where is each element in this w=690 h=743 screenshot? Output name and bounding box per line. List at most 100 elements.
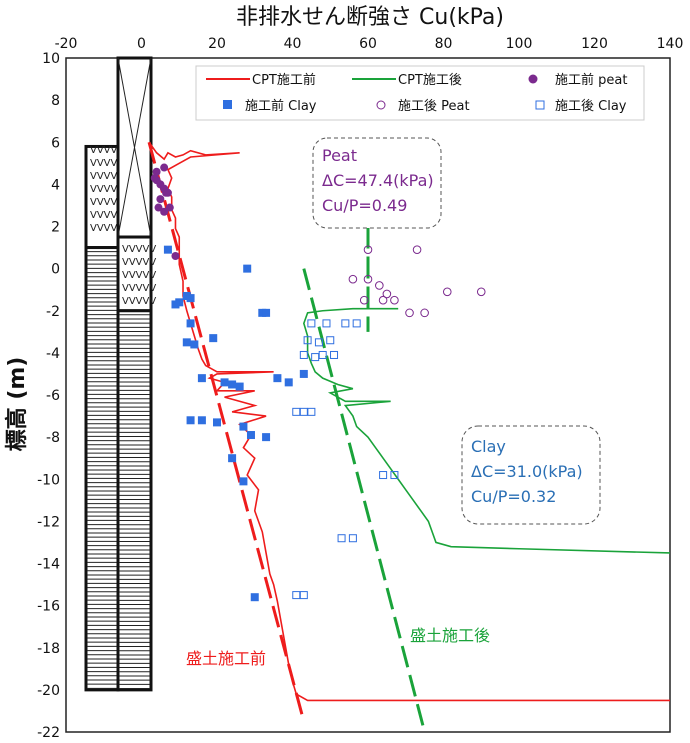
peat-after-point: [363, 274, 373, 284]
legend-cpt-before: CPT施工前: [252, 72, 316, 88]
clay-before-point: [239, 422, 248, 431]
clay-before-point: [209, 334, 218, 343]
y-axis-label: 標高 (m): [4, 357, 30, 452]
peat-after-point: [476, 287, 486, 297]
clay-before-point: [190, 340, 199, 349]
y-tick-label: -10: [37, 472, 60, 488]
clay-after-point: [348, 534, 357, 543]
clay-after-point: [322, 319, 331, 328]
plot-frame: [65, 57, 671, 733]
y-tick-label: -12: [37, 514, 60, 530]
fill-cross: [117, 57, 152, 238]
x-tick-label: 100: [506, 36, 533, 52]
clay-anno-line1: Clay: [471, 437, 506, 456]
peat-after-point: [382, 289, 392, 299]
y-tick-label: 8: [51, 93, 60, 109]
y-tick-label: 2: [51, 220, 60, 236]
clay-before-point: [182, 338, 191, 347]
peat-anno-line2: ΔC=47.4(kPa): [322, 171, 434, 190]
peat-before-point: [171, 251, 180, 260]
y-tick-label: -8: [46, 430, 60, 446]
clay-before-point: [239, 477, 248, 486]
soil-left-clay: [84, 246, 120, 692]
peat-anno-line3: Cu/P=0.49: [322, 196, 407, 215]
y-tick-label: 0: [51, 262, 60, 278]
clay-after-point: [307, 319, 316, 328]
peat-after-point: [359, 295, 369, 305]
clay-before-point: [220, 378, 229, 387]
peat-before-point: [165, 203, 174, 212]
peat-symbol: VVVVV: [122, 283, 156, 294]
clay-after-point: [292, 407, 301, 416]
peat-symbol: VVVVV: [122, 257, 156, 268]
peat-before-point: [154, 203, 163, 212]
y-axis-ticks: 10 8 6 4 2 0 -2 -4 -6 -8 -10 -12 -14 -16 -18 -20 -22: [37, 51, 60, 741]
peat-annotation: Peat ΔC=47.4(kPa) Cu/P=0.49: [312, 137, 442, 229]
trend-lines: [147, 141, 427, 733]
y-tick-label: 4: [51, 177, 60, 193]
peat-after-point: [405, 308, 414, 318]
peat-after-point: [442, 287, 452, 297]
clay-before-point: [186, 294, 195, 303]
y-tick-label: -16: [37, 599, 60, 615]
peat-before-point: [160, 207, 169, 216]
peat-anno-line1: Peat: [322, 146, 357, 165]
clay-before-point: [197, 374, 206, 383]
peat-before-point: [160, 163, 169, 172]
clay-before-point: [213, 418, 221, 427]
peat-symbol: VVVVV: [122, 296, 156, 307]
legend: CPT施工前 CPT施工後 施工前 peat 施工前 Clay 施工後 Peat…: [195, 65, 645, 121]
peat-symbol: VVVVV: [122, 244, 156, 255]
x-tick-label: 0: [137, 36, 146, 52]
peat-symbol: VVVVV: [90, 210, 124, 221]
clay-before-point: [246, 431, 255, 440]
clay-before-point: [163, 245, 172, 254]
legend-clay-after: 施工後 Clay: [555, 99, 627, 114]
clay-before-point: [284, 378, 293, 387]
data-markers: [150, 163, 486, 602]
clay-after-point: [299, 350, 308, 359]
clay-after-point: [337, 534, 346, 543]
y-tick-label: -18: [37, 641, 60, 657]
clay-before-point: [250, 593, 259, 602]
peat-symbol: VVVVV: [90, 184, 124, 195]
trend-line-0: [147, 141, 306, 722]
clay-before-point: [171, 300, 180, 309]
peat-symbol: VVVVV: [90, 197, 124, 208]
clay-before-point: [262, 433, 271, 442]
clay-before-point: [243, 264, 252, 273]
clay-before-point: [186, 319, 195, 328]
peat-before-point: [152, 167, 161, 176]
peat-before-point: [162, 188, 171, 197]
legend-peat-after: 施工後 Peat: [398, 99, 470, 114]
y-tick-label: -6: [46, 388, 60, 404]
cpt-lines: [148, 141, 671, 702]
clay-after-point: [326, 336, 335, 345]
label-after-embankment: 盛土施工後: [410, 626, 490, 645]
clay-before-point: [235, 382, 244, 391]
clay-after-point: [390, 471, 399, 480]
y-tick-label: 10: [42, 51, 60, 67]
clay-before-point: [299, 369, 308, 378]
x-tick-label: 80: [435, 36, 453, 52]
peat-after-point: [348, 274, 358, 284]
legend-clay-before: 施工前 Clay: [245, 98, 317, 114]
x-tick-label: 140: [657, 36, 684, 52]
clay-after-point: [352, 319, 361, 328]
clay-after-point: [341, 319, 350, 328]
chart-title: 非排水せん断強さ Cu(kPa): [236, 5, 504, 30]
soil-right-clay: [116, 309, 153, 692]
y-tick-label: -14: [37, 557, 60, 573]
peat-symbol: VVVVV: [90, 223, 124, 234]
clay-before-point: [273, 374, 282, 383]
peat-symbol: VVVVV: [90, 145, 124, 156]
peat-symbol: VVVVV: [122, 270, 156, 281]
clay-after-point: [299, 591, 308, 600]
legend-peat-before: 施工前 peat: [555, 72, 627, 88]
peat-before-point: [156, 195, 165, 204]
x-tick-label: -20: [55, 36, 78, 52]
cpt-before-line: [148, 141, 670, 702]
clay-before-point: [228, 454, 237, 463]
x-tick-label: 20: [208, 36, 226, 52]
